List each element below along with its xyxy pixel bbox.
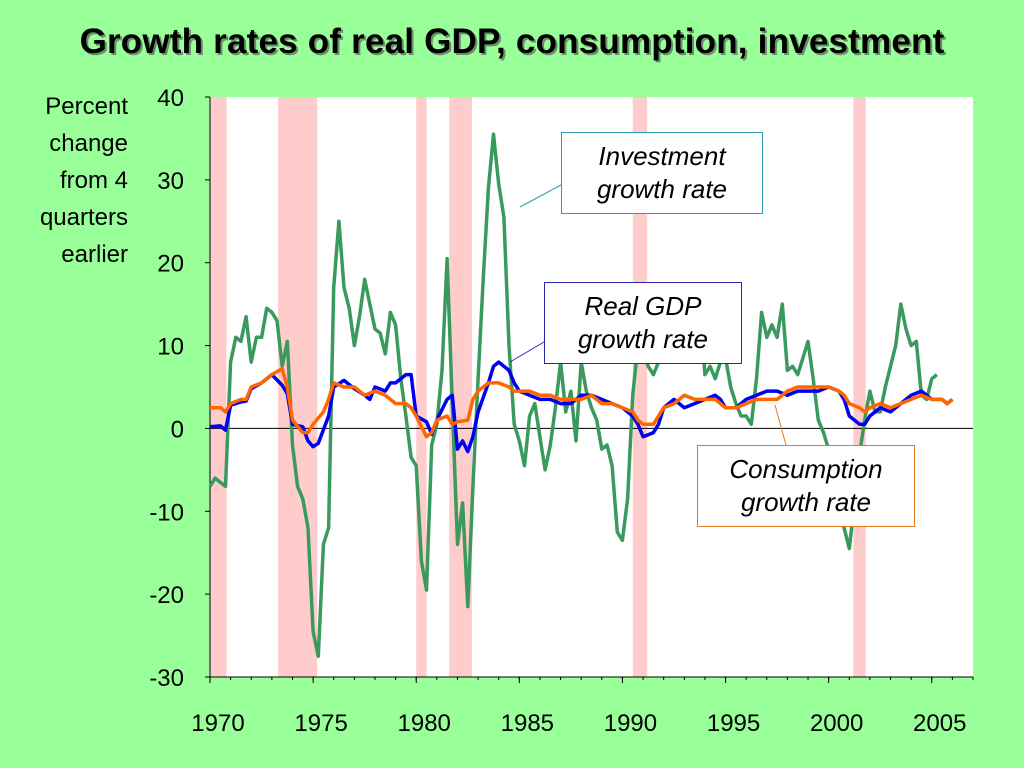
x-tick-label: 1975	[294, 710, 347, 737]
y-axis-label-line: earlier	[61, 241, 128, 268]
x-tick-label: 1995	[707, 710, 760, 737]
x-tick-label: 1985	[501, 710, 554, 737]
recession-band	[853, 97, 866, 677]
x-tick-label: 1990	[604, 710, 657, 737]
y-tick-label: -20	[149, 582, 184, 609]
gdp-callout: Real GDP growth rate	[544, 282, 742, 364]
recession-band	[416, 97, 427, 677]
callout-text-line: Investment	[598, 141, 726, 171]
y-tick-label: 30	[157, 168, 184, 195]
x-tick-label: 1980	[398, 710, 451, 737]
callout-text-line: growth rate	[596, 174, 728, 204]
x-tick-label: 2000	[810, 710, 863, 737]
y-tick-label: 40	[157, 85, 184, 112]
gdp-leader-line	[509, 341, 545, 363]
consumption-callout: Consumption growth rate	[697, 445, 915, 527]
recession-band	[449, 97, 472, 677]
investment-leader-line	[519, 184, 562, 208]
y-axis-label-line: from 4	[59, 167, 128, 194]
y-tick-label: 20	[157, 251, 184, 278]
slide-title: Growth rates of real GDP, consumption, i…	[79, 22, 945, 61]
recession-band	[210, 97, 227, 677]
callout-text-line: Real GDP	[584, 291, 702, 321]
y-axis-label: Percent change from 4 quarters earlier	[0, 88, 128, 273]
y-tick-label: 0	[171, 416, 184, 443]
y-tick-label: -30	[149, 665, 184, 692]
consumption-series-line	[210, 367, 954, 439]
y-tick-label: -10	[149, 499, 184, 526]
y-axis-label-line: change	[49, 130, 128, 157]
callout-text-line: Consumption	[729, 454, 883, 484]
x-tick-label: 2005	[913, 710, 966, 737]
callout-text-line: growth rate	[577, 324, 709, 354]
recession-band	[632, 97, 648, 677]
investment-callout: Investment growth rate	[561, 132, 763, 214]
y-tick-label: 10	[157, 334, 184, 361]
y-axis-label-line: Percent	[45, 93, 128, 120]
y-axis-label-line: quarters	[39, 204, 128, 231]
callout-text-line: growth rate	[740, 487, 872, 517]
consumption-leader-line	[774, 404, 787, 446]
x-tick-label: 1970	[191, 710, 244, 737]
